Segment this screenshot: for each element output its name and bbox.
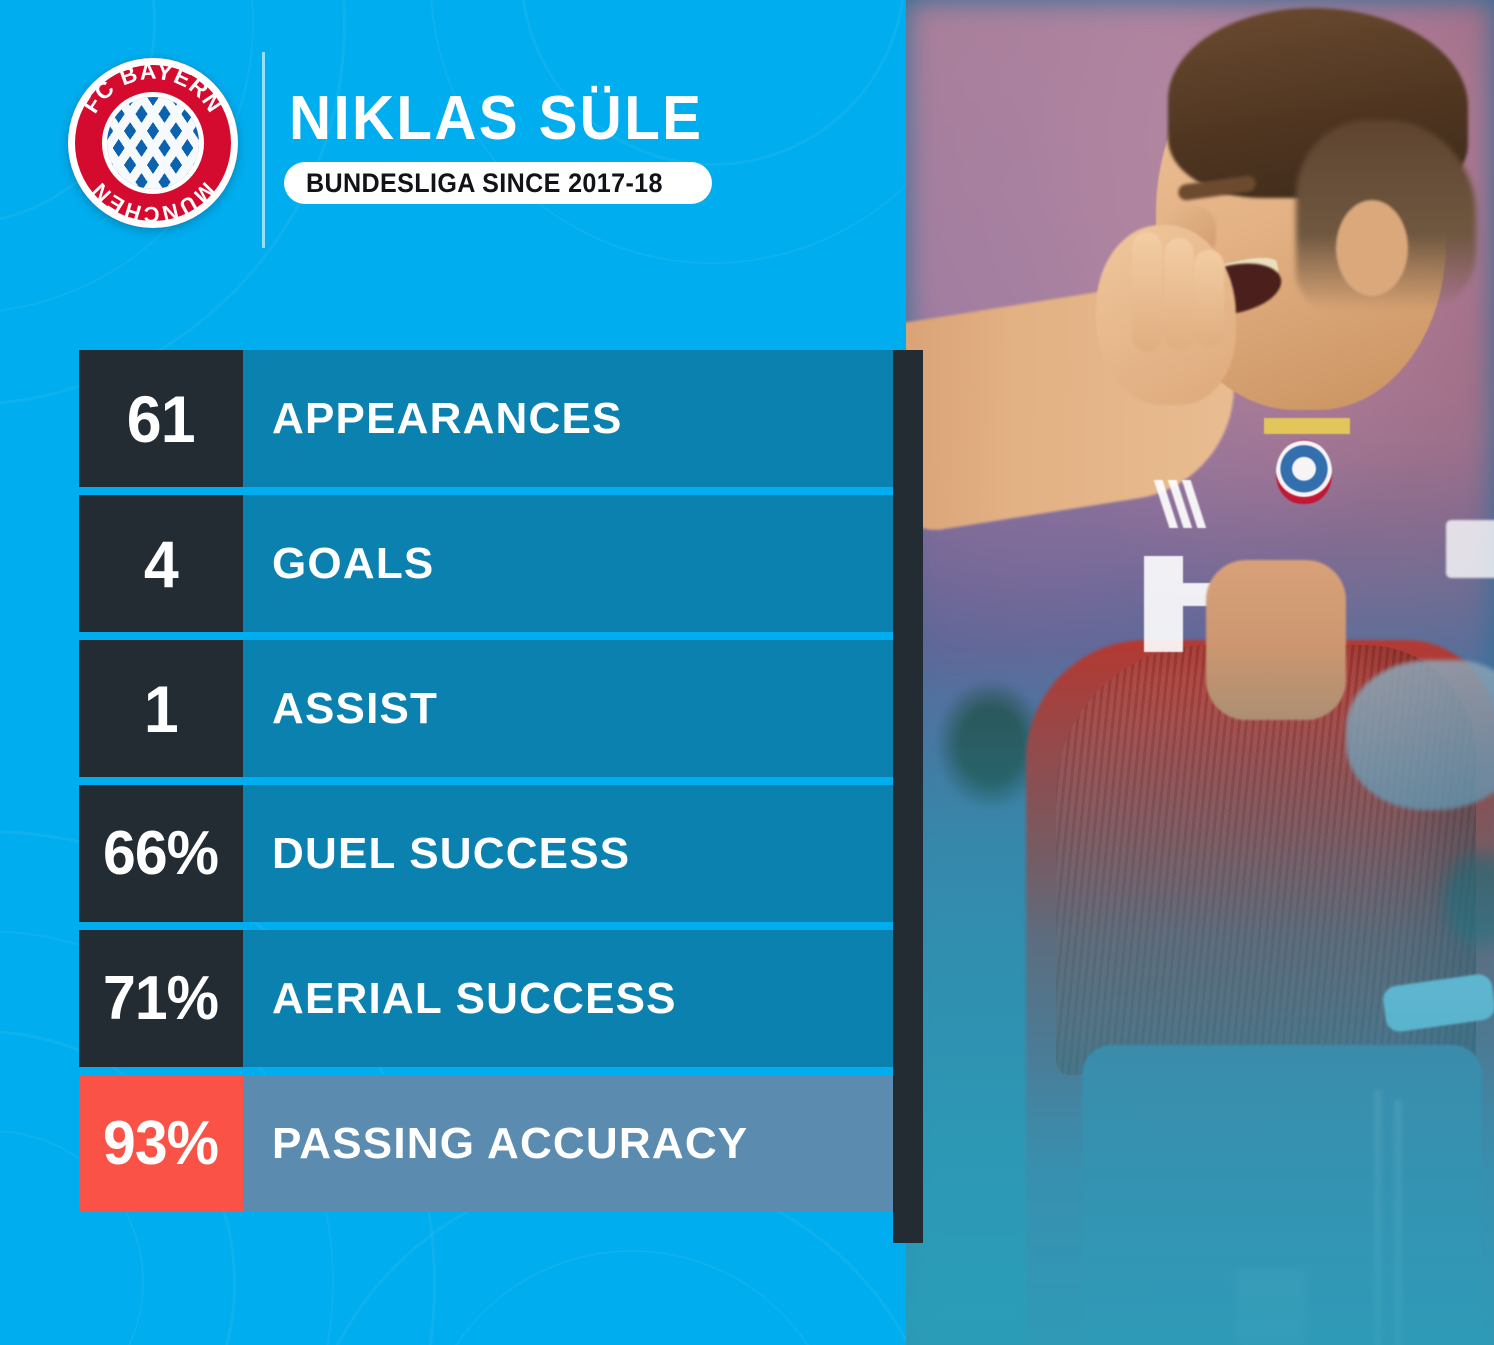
stat-value: 66% <box>103 818 219 888</box>
stat-value-box: 66% <box>79 785 243 922</box>
stat-value-box: 1 <box>79 640 243 777</box>
stat-label: GOALS <box>272 538 435 588</box>
player-finger <box>1164 238 1194 350</box>
stat-row: 93% PASSING ACCURACY <box>79 1075 893 1212</box>
stat-value-box: 4 <box>79 495 243 632</box>
crest-top-text: FC BAYERN <box>77 58 227 117</box>
stat-row: 66% DUEL SUCCESS <box>79 785 893 922</box>
player-finger <box>1194 250 1224 346</box>
stat-label: ASSIST <box>272 683 439 733</box>
stat-value: 71% <box>103 963 219 1033</box>
stat-value: 1 <box>144 671 179 746</box>
svg-text:MÜNCHEN: MÜNCHEN <box>86 177 220 227</box>
stat-label: AERIAL SUCCESS <box>272 973 677 1023</box>
subtitle-pill-label: BUNDESLIGA SINCE 2017-18 <box>306 167 663 198</box>
page-title: NIKLAS SÜLE <box>289 84 704 153</box>
photo-duotone-overlay <box>906 645 1494 1345</box>
stat-value-box: 93% <box>79 1075 243 1212</box>
fc-bayern-crest-icon: FC BAYERN MÜNCHEN <box>68 58 238 228</box>
stat-row: 71% AERIAL SUCCESS <box>79 930 893 1067</box>
crest-ring-outline <box>71 61 235 225</box>
crest-inner-disc <box>102 92 204 194</box>
jersey-crest-icon <box>1276 440 1332 504</box>
sleeve-sponsor-icon <box>1446 520 1494 578</box>
player-finger <box>1132 232 1162 352</box>
header-divider <box>262 52 265 248</box>
player-ear <box>1336 200 1408 296</box>
stat-value-box: 61 <box>79 350 243 487</box>
stat-label: DUEL SUCCESS <box>272 828 631 878</box>
stats-right-edge-bar <box>893 350 923 1243</box>
stat-value: 4 <box>144 526 179 601</box>
player-photo <box>906 0 1494 1345</box>
stat-value: 61 <box>127 381 196 456</box>
stat-label: PASSING ACCURACY <box>272 1118 749 1168</box>
bavarian-lozenge-pattern <box>107 97 199 189</box>
stat-value: 93% <box>103 1108 219 1178</box>
stat-row: 4 GOALS <box>79 495 893 632</box>
stat-row: 1 ASSIST <box>79 640 893 777</box>
stat-row: 61 APPEARANCES <box>79 350 893 487</box>
stat-value-box: 71% <box>79 930 243 1067</box>
jersey-stars <box>1264 418 1350 434</box>
stat-label: APPEARANCES <box>272 393 623 443</box>
adidas-logo-icon <box>1144 480 1216 528</box>
subtitle-pill: BUNDESLIGA SINCE 2017-18 <box>284 162 712 204</box>
crest-lettering: FC BAYERN MÜNCHEN <box>68 58 238 228</box>
crest-bottom-text: MÜNCHEN <box>86 177 218 227</box>
svg-text:FC BAYERN: FC BAYERN <box>77 58 228 117</box>
